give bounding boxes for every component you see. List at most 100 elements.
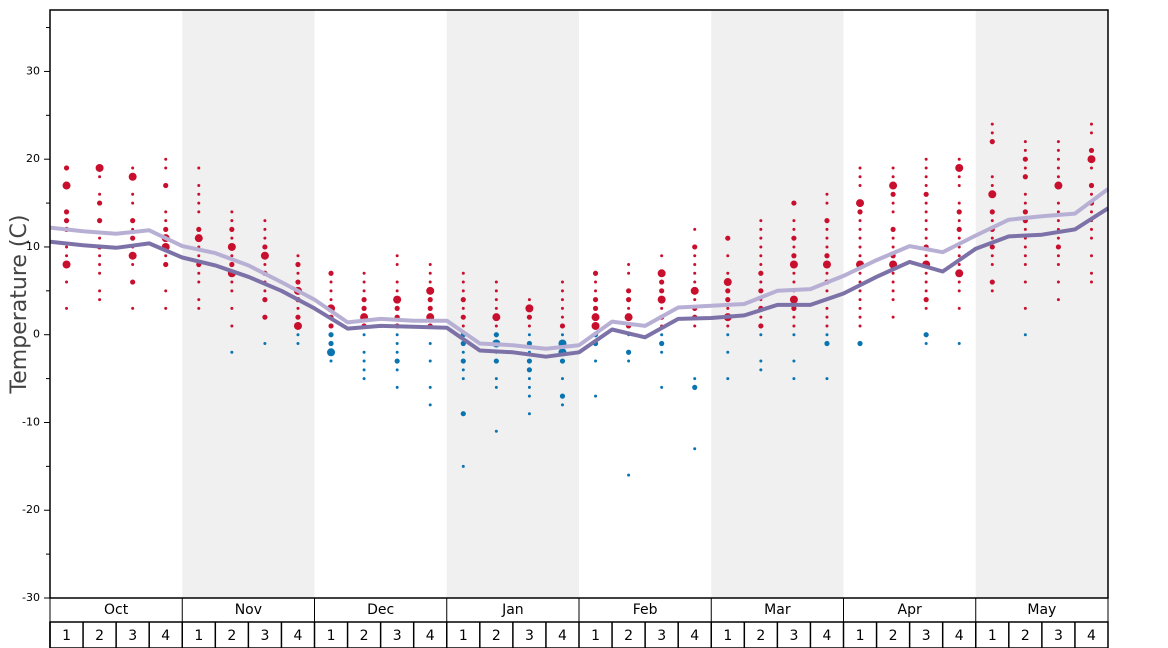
temperature-dot xyxy=(693,447,697,451)
temperature-dot xyxy=(792,324,796,328)
temperature-dot xyxy=(362,333,366,337)
temperature-dot xyxy=(594,359,598,363)
temperature-dot xyxy=(1023,227,1027,231)
temperature-dot xyxy=(296,306,300,310)
temperature-dot xyxy=(526,358,533,364)
week-label: 4 xyxy=(1087,628,1096,644)
temperature-dot xyxy=(726,377,730,381)
temperature-dot xyxy=(725,235,731,241)
temperature-dot xyxy=(660,385,664,389)
temperature-dot xyxy=(1023,166,1027,170)
week-label: 2 xyxy=(492,628,501,644)
temperature-dot xyxy=(989,244,995,250)
temperature-dot xyxy=(164,166,168,170)
temperature-dot xyxy=(957,289,961,293)
week-label: 4 xyxy=(161,628,170,644)
week-label: 1 xyxy=(856,628,865,644)
temperature-dot xyxy=(594,394,598,398)
temperature-dot xyxy=(1023,280,1027,284)
temperature-dot xyxy=(891,175,895,179)
temperature-dot xyxy=(395,350,399,354)
temperature-dot xyxy=(957,219,961,223)
week-label: 3 xyxy=(1054,628,1063,644)
temperature-dot xyxy=(627,473,631,477)
temperature-dot xyxy=(461,271,465,275)
temperature-dot xyxy=(527,333,531,337)
temperature-dot xyxy=(990,175,994,179)
temperature-dot xyxy=(131,166,135,170)
temperature-dot xyxy=(1022,174,1028,180)
temperature-dot xyxy=(262,297,268,303)
temperature-dot xyxy=(230,254,234,258)
temperature-dot xyxy=(527,298,531,302)
temperature-dot xyxy=(957,201,961,205)
temperature-dot xyxy=(98,289,102,293)
temperature-dot xyxy=(990,184,994,188)
temperature-dot xyxy=(362,350,366,354)
temperature-dot xyxy=(957,184,961,188)
temperature-dot xyxy=(693,227,697,231)
temperature-dot xyxy=(759,359,763,363)
temperature-dot xyxy=(263,341,267,345)
temperature-dot xyxy=(296,271,300,275)
temperature-dot xyxy=(1022,156,1028,162)
temperature-dot xyxy=(1089,166,1093,170)
week-label: 1 xyxy=(591,628,600,644)
temperature-dot xyxy=(824,218,830,224)
month-label: Feb xyxy=(633,602,658,618)
temperature-dot xyxy=(1056,140,1060,144)
temperature-dot xyxy=(229,226,235,233)
temperature-dot xyxy=(594,280,598,284)
temperature-dot xyxy=(62,181,71,190)
y-tick-label: 20 xyxy=(26,152,40,165)
temperature-dot xyxy=(924,236,928,240)
temperature-dot xyxy=(792,280,796,284)
temperature-dot xyxy=(956,226,962,233)
temperature-dot xyxy=(726,350,730,354)
temperature-dot xyxy=(197,271,201,275)
temperature-dot xyxy=(395,368,399,372)
week-label: 4 xyxy=(690,628,699,644)
temperature-dot xyxy=(957,254,961,258)
week-label: 4 xyxy=(294,628,303,644)
temperature-dot xyxy=(197,201,201,205)
temperature-dot xyxy=(427,297,433,303)
temperature-dot xyxy=(693,254,697,258)
temperature-dot xyxy=(693,377,697,381)
temperature-dot xyxy=(924,271,928,275)
temperature-dot xyxy=(65,280,69,284)
y-tick-label: -30 xyxy=(22,591,40,604)
temperature-dot xyxy=(461,306,465,310)
temperature-dot xyxy=(759,263,763,267)
temperature-dot xyxy=(889,181,898,190)
temperature-dot xyxy=(725,297,731,303)
week-label: 3 xyxy=(525,628,534,644)
temperature-dot xyxy=(328,332,334,338)
temperature-dot xyxy=(63,165,70,171)
y-axis-label: Temperature (C) xyxy=(7,215,32,395)
temperature-dot xyxy=(98,271,102,275)
y-tick-label: 30 xyxy=(26,64,40,77)
temperature-dot xyxy=(263,227,267,231)
temperature-dot xyxy=(792,227,796,231)
temperature-dot xyxy=(825,377,829,381)
temperature-dot xyxy=(858,219,862,223)
temperature-dot xyxy=(62,260,71,269)
temperature-dot xyxy=(131,192,135,196)
temperature-dot xyxy=(460,297,466,303)
week-label: 2 xyxy=(1021,628,1030,644)
temperature-dot xyxy=(759,333,763,337)
temperature-dot xyxy=(230,306,234,310)
temperature-dot xyxy=(1023,192,1027,196)
temperature-dot xyxy=(858,236,862,240)
temperature-dot xyxy=(858,324,862,328)
y-tick-label: -10 xyxy=(22,415,40,428)
temperature-dot xyxy=(792,377,796,381)
y-tick-label: -20 xyxy=(22,503,40,516)
temperature-dot xyxy=(858,271,862,275)
temperature-dot xyxy=(293,321,302,330)
temperature-dot xyxy=(130,279,136,285)
temperature-dot xyxy=(759,236,763,240)
temperature-dot xyxy=(1056,298,1060,302)
temperature-dot xyxy=(494,289,498,293)
